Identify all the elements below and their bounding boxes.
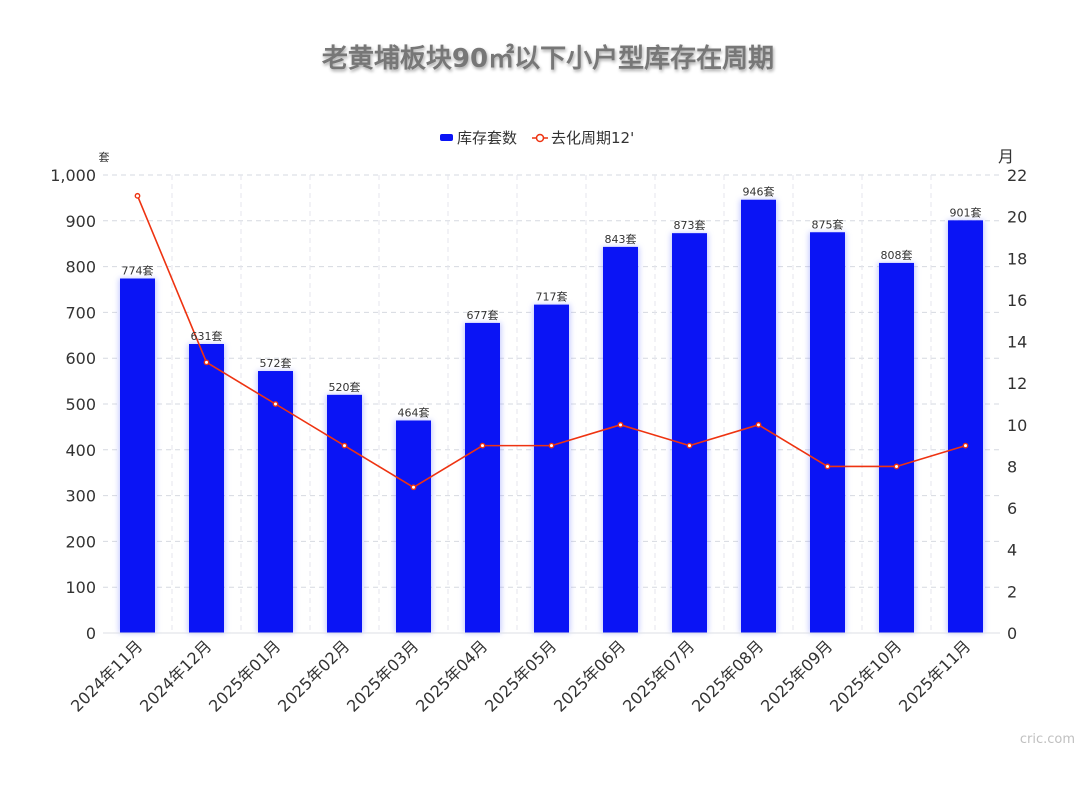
y-left-tick-label: 300 [65, 487, 96, 506]
line-point [548, 442, 555, 449]
y-right-tick-label: 0 [1007, 624, 1017, 643]
bar-value-label: 520套 [329, 381, 361, 394]
x-tick-label: 2025年05月 [481, 636, 560, 715]
bar-value-label: 631套 [191, 330, 223, 343]
bar-value-label: 901套 [950, 206, 982, 219]
x-tick-label: 2025年09月 [757, 636, 836, 715]
line-point [272, 401, 279, 407]
y-left-tick-label: 100 [65, 578, 96, 597]
y-right-tick-label: 2 [1007, 582, 1017, 601]
bar [879, 262, 914, 633]
legend-bar-label: 库存套数 [457, 129, 517, 147]
line-series [134, 192, 969, 491]
x-tick-label: 2025年06月 [550, 636, 629, 715]
y-left-tick-label: 0 [86, 624, 96, 643]
line-point [893, 463, 900, 470]
legend: 库存套数 去化周期12' [440, 129, 634, 147]
y-left-tick-label: 400 [65, 441, 96, 460]
y-left-tick-label: 700 [65, 303, 96, 322]
x-tick-label: 2025年01月 [205, 636, 284, 715]
legend-line-marker [535, 133, 545, 143]
grid [103, 174, 1000, 633]
left-axis-unit: 套 [99, 151, 110, 164]
bar-series [119, 199, 984, 634]
y-right-tick-label: 20 [1007, 208, 1027, 227]
line-point [410, 484, 417, 491]
y-left-tick-label: 800 [65, 258, 96, 277]
bar [948, 220, 983, 634]
y-right-tick-label: 16 [1007, 291, 1027, 310]
y-left-tick-label: 900 [65, 212, 96, 231]
y-right-tick-label: 14 [1007, 333, 1027, 352]
x-tick-label: 2025年02月 [274, 636, 353, 715]
bar [810, 232, 845, 633]
y-right-tick-label: 8 [1007, 457, 1017, 476]
bar-value-label: 464套 [398, 406, 430, 419]
line-point [962, 442, 969, 449]
y-left-tick-label: 500 [65, 395, 96, 414]
bar-value-label: 572套 [260, 357, 292, 370]
bar [189, 344, 224, 633]
bar-value-label: 875套 [812, 218, 844, 231]
legend-line-label: 去化周期12' [551, 129, 634, 147]
bar [258, 371, 293, 633]
x-tick-label: 2025年11月 [895, 636, 974, 715]
x-tick-label: 2024年11月 [67, 636, 146, 715]
x-tick-label: 2024年12月 [136, 636, 215, 715]
bar [603, 246, 638, 633]
line-point [617, 421, 624, 428]
line-point [824, 463, 831, 470]
y-right-tick-label: 18 [1007, 249, 1027, 268]
bar [534, 304, 569, 633]
bar-value-label: 774套 [122, 265, 154, 278]
line-point [341, 442, 348, 449]
bar [672, 233, 707, 633]
y-right-tick-label: 10 [1007, 416, 1027, 435]
y-left-tick-label: 600 [65, 349, 96, 368]
x-tick-label: 2025年08月 [688, 636, 767, 715]
bar [327, 394, 362, 633]
y-right-tick-label: 4 [1007, 541, 1017, 560]
chart-title: 老黄埔板块90㎡以下小户型库存在周期 [322, 43, 774, 74]
y-right-tick-label: 22 [1007, 166, 1027, 185]
bar-value-label: 946套 [743, 186, 775, 199]
line-point [755, 421, 762, 428]
line-point [203, 359, 210, 366]
y-left-tick-label: 200 [65, 532, 96, 551]
line-point [479, 442, 486, 449]
legend-bar-swatch [440, 134, 453, 141]
line-point [134, 192, 141, 199]
watermark: cric.com [1020, 732, 1075, 747]
x-tick-label: 2025年03月 [343, 636, 422, 715]
bar-value-label: 808套 [881, 249, 913, 262]
bar [120, 278, 155, 633]
x-tick-label: 2025年10月 [826, 636, 905, 715]
bar [741, 199, 776, 633]
x-tick-label: 2025年07月 [619, 636, 698, 715]
bar-value-label: 717套 [536, 291, 568, 304]
bar-value-label: 873套 [674, 219, 706, 232]
y-right-tick-label: 12 [1007, 374, 1027, 393]
bar [465, 322, 500, 633]
bar-value-label: 843套 [605, 233, 637, 246]
x-tick-label: 2025年04月 [412, 636, 491, 715]
bar-value-label: 677套 [467, 309, 499, 322]
right-axis-unit: 月 [998, 147, 1014, 166]
y-right-tick-label: 6 [1007, 499, 1017, 518]
y-left-tick-label: 1,000 [50, 166, 96, 185]
data-labels: 774套 631套 572套 520套 464套 677套 717套 843套 873套 946套… [122, 186, 982, 420]
bar [396, 420, 431, 633]
line-point [686, 442, 693, 449]
